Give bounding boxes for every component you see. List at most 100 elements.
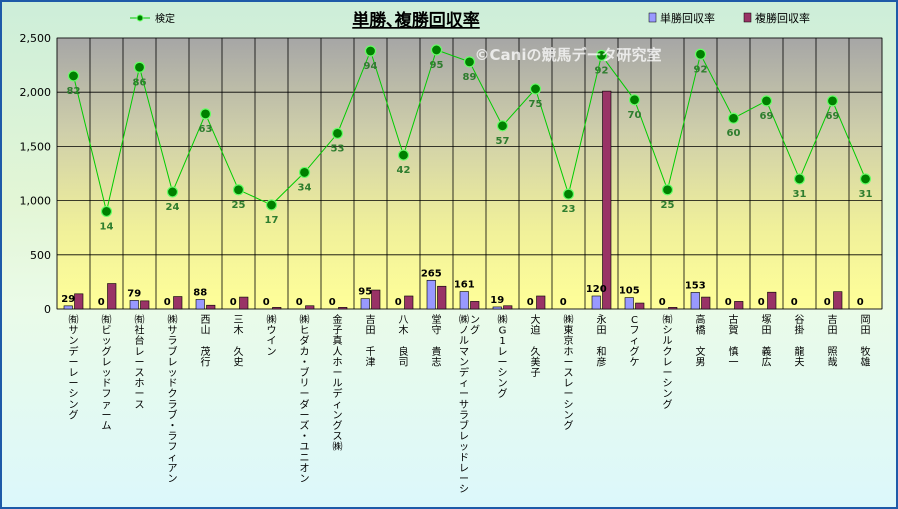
tansho-data-label: 0 (560, 297, 567, 308)
bar-tansho (426, 279, 436, 310)
kentei-data-label: 69 (826, 111, 840, 122)
kentei-point (298, 166, 311, 179)
x-category-label: ㈲社台レースホース (135, 314, 145, 411)
tansho-data-label: 153 (685, 280, 706, 291)
kentei-data-label: 53 (331, 143, 345, 154)
bar-tansho (492, 306, 502, 310)
bar-fukusho (833, 291, 843, 310)
y-tick-label: 2,000 (20, 86, 52, 99)
bar-fukusho (767, 291, 777, 310)
tansho-data-label: 0 (98, 297, 105, 308)
tansho-data-label: 0 (758, 297, 765, 308)
kentei-point (595, 49, 608, 61)
x-category-label: 堂守 貴志 (432, 314, 442, 368)
kentei-data-label: 92 (595, 65, 609, 76)
x-category-label: ㈱ウイン (267, 314, 277, 358)
kentei-point (760, 95, 773, 107)
x-category-label: 岡田 牧雄 (861, 314, 871, 368)
kentei-data-label: 94 (364, 61, 378, 72)
bar-tansho (624, 297, 634, 310)
tansho-data-label: 0 (725, 297, 732, 308)
tansho-data-label: 0 (395, 297, 402, 308)
legend-fukusho-label: 複勝回収率 (755, 11, 810, 25)
x-category-label: ㈲ビッグレッドファーム (102, 314, 112, 432)
legend-fukusho-swatch (743, 12, 752, 23)
x-category-label: 吉田 照哉 (828, 314, 838, 368)
bar-fukusho (635, 302, 645, 310)
tansho-data-label: 265 (421, 268, 442, 279)
tansho-data-label: 95 (358, 287, 372, 298)
x-category-label: ㈲シルクレーシング (663, 314, 673, 411)
bar-fukusho (470, 301, 480, 310)
tansho-data-label: 0 (263, 297, 270, 308)
bar-tansho (195, 299, 205, 310)
tansho-data-label: 0 (791, 297, 798, 308)
bar-tansho (690, 292, 700, 310)
tansho-data-label: 105 (619, 286, 640, 297)
x-category-label: 永田 和彦 (597, 313, 607, 368)
bar-fukusho (602, 90, 612, 310)
kentei-data-label: 14 (100, 221, 114, 232)
kentei-point (331, 127, 344, 139)
bar-fukusho (107, 283, 117, 310)
kentei-point (133, 61, 146, 73)
x-category-label: 金子真人ホールディングス㈱ (333, 313, 343, 453)
bar-fukusho (74, 293, 84, 310)
kentei-data-label: 31 (793, 189, 807, 200)
kentei-data-label: 63 (199, 124, 213, 135)
kentei-data-label: 25 (661, 200, 675, 211)
y-tick-label: 1,500 (20, 140, 52, 153)
x-category-label: 吉田 千津 (366, 314, 376, 368)
bar-tansho (360, 298, 370, 310)
kentei-data-label: 24 (166, 202, 180, 213)
kentei-data-label: 86 (133, 77, 147, 88)
kentei-data-label: 42 (397, 165, 411, 176)
kentei-point (628, 94, 641, 106)
tansho-data-label: 0 (857, 297, 864, 308)
tansho-data-label: 161 (454, 280, 475, 291)
y-tick-label: 1,000 (20, 195, 52, 208)
tansho-data-label: 0 (296, 297, 303, 308)
bar-tansho (591, 295, 601, 310)
x-category-label: 大迫 久美子 (531, 313, 541, 379)
kentei-point (859, 173, 872, 185)
x-category-label: C フィグケ (630, 315, 640, 368)
kentei-point (265, 199, 278, 211)
kentei-data-label: 23 (562, 204, 576, 215)
bar-tansho (459, 291, 469, 310)
kentei-point (67, 70, 80, 82)
bar-fukusho (173, 296, 183, 310)
kentei-point (661, 184, 674, 196)
kentei-point (397, 149, 410, 161)
bar-fukusho (668, 307, 678, 310)
tansho-data-label: 0 (329, 297, 336, 308)
x-category-label: 三木 久史 (234, 315, 244, 368)
kentei-data-label: 92 (694, 64, 708, 75)
kentei-data-label: 95 (430, 60, 444, 71)
y-tick-label: 0 (44, 303, 51, 316)
x-category-label: ㈱ G 1 レーシング (498, 314, 508, 400)
tansho-data-label: 120 (586, 284, 607, 295)
kentei-point (793, 173, 806, 185)
x-category-label: 古賀 慎一 (729, 313, 739, 368)
legend-tansho-label: 単勝回収率 (660, 11, 715, 25)
x-category-label: 塚田 義広 (762, 314, 772, 368)
bar-fukusho (272, 307, 282, 310)
tansho-data-label: 79 (127, 288, 141, 299)
kentei-point (232, 184, 245, 196)
bar-tansho (129, 300, 139, 310)
legend-tansho-swatch (648, 12, 657, 23)
kentei-data-label: 82 (67, 86, 81, 97)
kentei-point (430, 44, 443, 56)
tansho-data-label: 0 (659, 297, 666, 308)
bar-fukusho (140, 300, 150, 310)
chart-title: 単勝､複勝回収率 (352, 10, 480, 31)
kentei-point (529, 83, 542, 95)
bar-fukusho (206, 304, 216, 310)
kentei-data-label: 31 (859, 189, 873, 200)
tansho-data-label: 88 (193, 287, 207, 298)
bar-fukusho (734, 301, 744, 310)
kentei-point (100, 205, 113, 218)
x-category-label: ㈱ノルマンディーサラブレッドレーシング (459, 314, 480, 496)
